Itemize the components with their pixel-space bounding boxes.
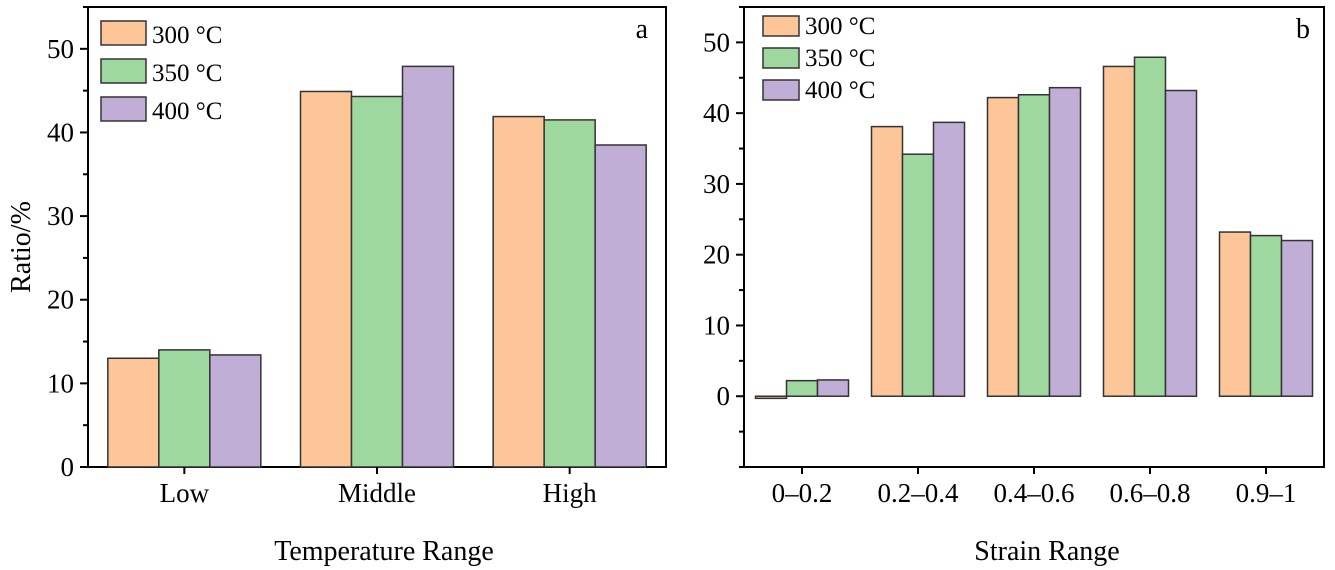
- bar: [1102, 65, 1136, 397]
- legend-swatch: [100, 58, 147, 84]
- bar: [901, 153, 935, 397]
- panel-label: a: [636, 14, 649, 45]
- legend: 300 °C 350 °C 400 °C: [100, 20, 222, 125]
- x-tick-label: 0.9–1: [1236, 478, 1297, 508]
- legend-label: 350 °C: [152, 60, 222, 87]
- bar: [1218, 231, 1252, 397]
- bars-group: [754, 56, 1314, 400]
- x-tick-label: 0.6–0.8: [1110, 478, 1191, 508]
- y-tick-label: 50: [703, 27, 730, 57]
- bar: [492, 115, 545, 468]
- legend-swatch: [100, 20, 147, 46]
- legend-label: 350 °C: [805, 45, 875, 72]
- x-tick-label: 0–0.2: [772, 478, 833, 508]
- legend-label: 300 °C: [805, 13, 875, 40]
- y-tick-label: 40: [47, 117, 74, 147]
- legend: 300 °C 350 °C 400 °C: [762, 13, 875, 104]
- panel-label: b: [1296, 14, 1310, 45]
- bar: [754, 395, 788, 400]
- y-tick-label: 10: [703, 310, 730, 340]
- x-axis-ticks: Low Middle High: [160, 467, 598, 508]
- bar: [1249, 234, 1283, 397]
- bars-group: [107, 65, 647, 468]
- bar: [1133, 56, 1167, 397]
- legend-label: 400 °C: [152, 98, 222, 125]
- x-axis-title: Strain Range: [974, 536, 1119, 567]
- legend-swatch: [762, 15, 800, 37]
- bar: [158, 349, 211, 468]
- bar: [543, 119, 596, 468]
- bar: [1017, 94, 1051, 397]
- y-tick-label: 20: [703, 240, 730, 270]
- x-axis-title: Temperature Range: [274, 536, 494, 567]
- y-tick-label: 40: [703, 98, 730, 128]
- bar: [986, 96, 1020, 397]
- bar: [870, 125, 904, 397]
- y-tick-label: 30: [47, 201, 74, 231]
- y-tick-label: 0: [61, 452, 75, 482]
- bar: [932, 121, 966, 397]
- bar: [816, 379, 850, 397]
- legend-swatch: [762, 47, 800, 69]
- bar: [1048, 86, 1082, 397]
- y-tick-label: 30: [703, 169, 730, 199]
- bar: [1280, 239, 1314, 397]
- bar: [107, 357, 160, 468]
- y-tick-label: 10: [47, 368, 74, 398]
- legend-label: 300 °C: [152, 22, 222, 49]
- bar: [1164, 89, 1198, 397]
- x-tick-label: Middle: [338, 478, 416, 508]
- x-tick-label: High: [543, 478, 598, 508]
- chart-panel-a: a Temperature Range Ratio/% 01020304050 …: [6, 6, 667, 567]
- bar: [299, 90, 353, 468]
- x-tick-label: Low: [160, 478, 210, 508]
- legend-swatch: [100, 96, 147, 122]
- x-tick-label: 0.2–0.4: [878, 478, 960, 508]
- x-tick-label: 0.4–0.6: [994, 478, 1075, 508]
- y-axis-title: Ratio/%: [6, 201, 37, 293]
- bar: [785, 379, 819, 397]
- y-tick-label: 0: [717, 381, 731, 411]
- bar: [350, 95, 404, 468]
- bar: [401, 65, 455, 468]
- y-tick-label: 50: [47, 34, 74, 64]
- y-axis-ticks: 0 10 20 30 40 50: [47, 6, 88, 482]
- bar: [594, 144, 647, 468]
- y-tick-label: 20: [47, 285, 74, 315]
- bar: [209, 354, 262, 468]
- legend-swatch: [762, 79, 800, 101]
- legend-label: 400 °C: [805, 77, 875, 104]
- x-axis-ticks: 0–0.2 0.2–0.4 0.4–0.6 0.6–0.8 0.9–1: [772, 467, 1297, 508]
- y-axis-ticks: 0 10 20 30 40 50: [703, 6, 744, 468]
